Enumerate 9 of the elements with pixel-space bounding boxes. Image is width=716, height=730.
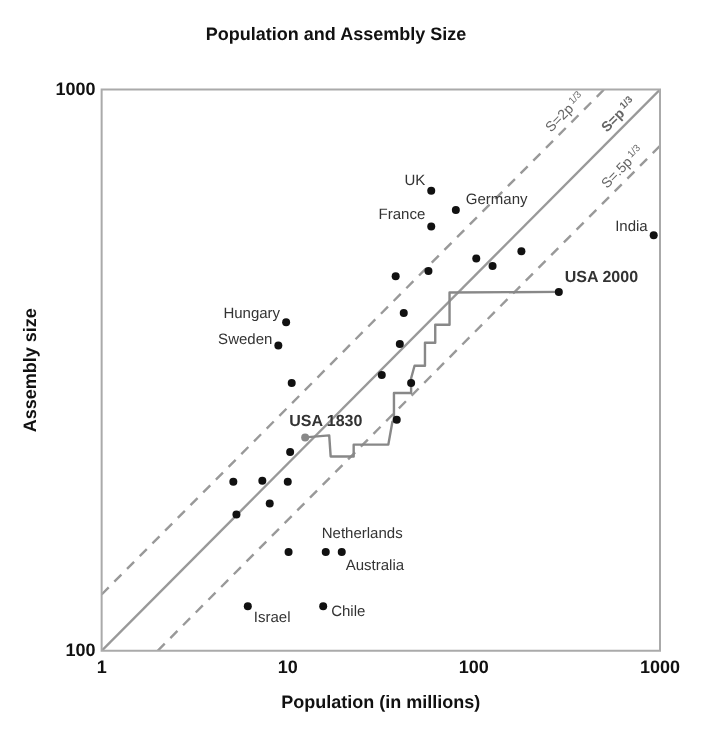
x-axis-title: Population (in millions) <box>281 692 481 713</box>
y-axis-title: Assembly size <box>19 308 40 433</box>
chart-title: Population and Assembly Size <box>205 23 467 44</box>
x-tick-label: 100 <box>458 656 489 677</box>
x-tick-label: 1 <box>96 656 107 677</box>
x-tick-label: 10 <box>277 656 298 677</box>
x-tick-label: 1000 <box>639 656 681 677</box>
annotation: USA 2000 <box>564 268 640 287</box>
annotation: USA 1830 <box>289 411 364 430</box>
